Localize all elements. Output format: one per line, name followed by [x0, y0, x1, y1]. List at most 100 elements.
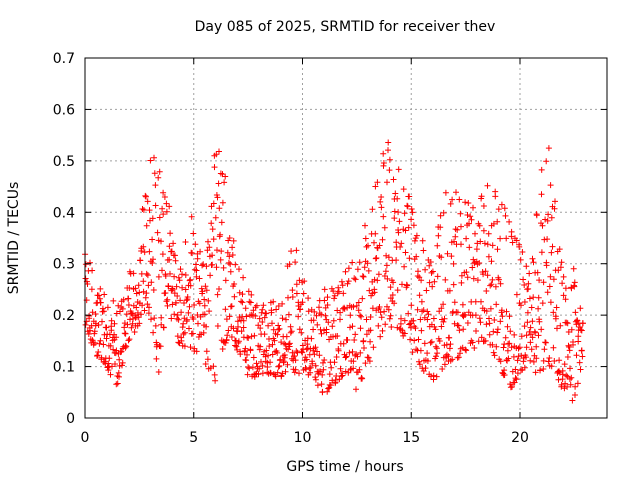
data-point — [320, 366, 327, 373]
data-point — [210, 363, 217, 370]
data-point — [535, 332, 542, 339]
data-point — [558, 259, 565, 266]
data-point — [230, 237, 237, 244]
data-point — [353, 302, 360, 309]
data-point — [446, 287, 453, 294]
data-point — [497, 235, 504, 242]
data-point — [142, 192, 149, 199]
data-point — [187, 276, 194, 283]
data-point — [557, 264, 564, 271]
data-point — [197, 248, 204, 255]
data-point — [371, 289, 378, 296]
data-point — [251, 332, 258, 339]
data-point — [128, 324, 135, 331]
data-point — [97, 285, 104, 292]
data-point — [503, 308, 510, 315]
data-point — [401, 317, 408, 324]
data-point — [259, 370, 266, 377]
data-point — [408, 206, 415, 212]
data-point — [155, 273, 162, 280]
data-point — [221, 179, 228, 186]
data-point — [376, 242, 383, 249]
data-point — [143, 193, 149, 200]
data-point — [538, 166, 545, 173]
data-point — [259, 306, 266, 313]
data-point — [268, 307, 275, 314]
data-point — [193, 273, 200, 280]
data-point — [550, 344, 557, 351]
data-point — [211, 164, 218, 171]
data-point — [516, 344, 523, 351]
data-point — [115, 302, 122, 309]
data-point — [452, 233, 459, 240]
data-point — [217, 256, 224, 263]
data-point — [514, 370, 521, 377]
data-point — [199, 262, 206, 269]
data-point — [112, 361, 118, 367]
data-point — [380, 160, 387, 166]
data-point — [253, 360, 260, 367]
y-tick-label: 0.3 — [53, 257, 75, 273]
data-point — [105, 367, 112, 374]
data-point — [566, 376, 573, 382]
data-point — [512, 366, 519, 373]
data-point — [519, 249, 526, 255]
data-point — [307, 364, 314, 371]
data-point — [229, 244, 236, 251]
data-point — [310, 326, 317, 333]
data-point — [309, 360, 316, 367]
data-point — [274, 369, 281, 376]
data-point — [301, 278, 308, 285]
data-point — [194, 255, 201, 262]
data-point — [373, 255, 380, 261]
data-point — [433, 353, 439, 360]
data-point — [161, 194, 168, 200]
data-point — [227, 268, 234, 275]
data-point — [271, 337, 278, 344]
data-point — [478, 193, 485, 200]
data-point — [494, 329, 501, 336]
y-tick-label: 0.2 — [53, 308, 75, 324]
data-point — [394, 287, 401, 294]
data-point — [356, 366, 363, 373]
data-point — [232, 342, 239, 349]
data-point — [101, 331, 108, 338]
data-point — [125, 337, 132, 344]
data-point — [359, 295, 366, 302]
data-point — [228, 334, 235, 340]
data-point — [149, 260, 156, 266]
data-point — [238, 328, 245, 335]
data-point — [505, 355, 512, 362]
data-point — [391, 208, 398, 215]
data-point — [455, 354, 462, 361]
data-point — [169, 301, 176, 308]
data-point — [306, 365, 313, 372]
data-point — [458, 279, 465, 286]
data-point — [575, 333, 582, 340]
data-point — [434, 242, 441, 249]
data-point — [371, 276, 378, 283]
data-point — [171, 273, 178, 280]
data-point — [261, 331, 268, 338]
data-point — [559, 371, 566, 378]
data-point — [446, 334, 453, 341]
data-point — [411, 337, 418, 344]
data-point — [483, 321, 490, 328]
data-point — [155, 369, 162, 375]
data-point — [277, 356, 284, 363]
data-point — [345, 265, 352, 272]
data-point — [202, 361, 209, 367]
data-point — [95, 349, 102, 355]
data-point — [476, 315, 483, 322]
data-point — [291, 369, 298, 376]
data-point — [360, 273, 367, 280]
chart-title: Day 085 of 2025, SRMTID for receiver the… — [195, 19, 496, 35]
data-point — [381, 308, 388, 315]
data-point — [146, 248, 153, 255]
data-point — [325, 385, 332, 392]
data-point — [484, 272, 491, 279]
data-point — [470, 275, 477, 282]
data-point — [124, 321, 131, 328]
data-point — [219, 199, 226, 206]
data-point — [480, 203, 487, 209]
